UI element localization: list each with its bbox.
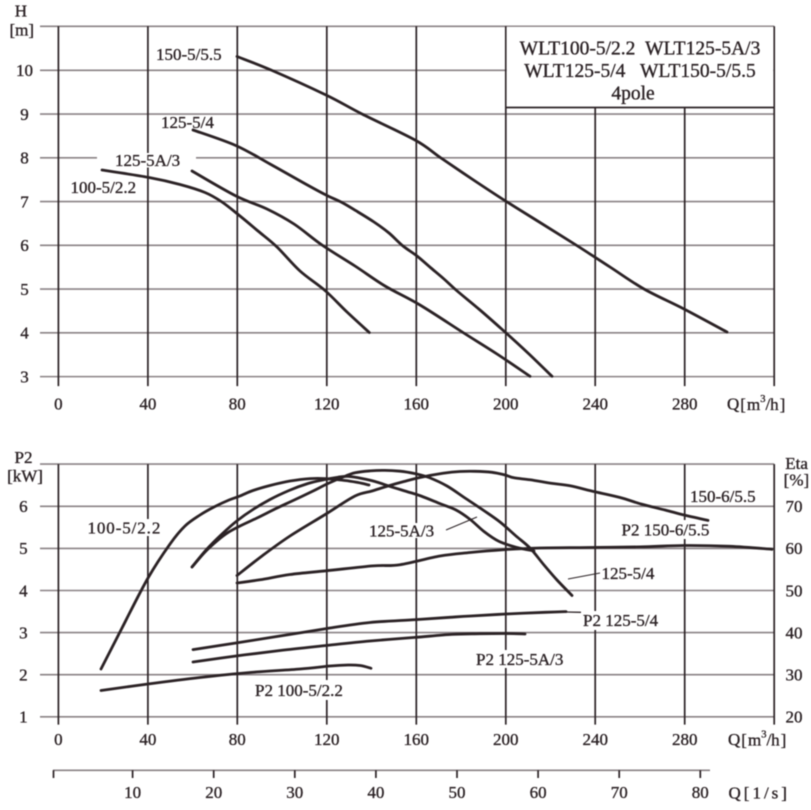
svg-text:125-5A/3: 125-5A/3 bbox=[115, 151, 180, 170]
svg-text:7: 7 bbox=[20, 192, 29, 211]
svg-text:P2 100-5/2.2: P2 100-5/2.2 bbox=[255, 681, 343, 700]
svg-text:280: 280 bbox=[672, 394, 698, 413]
svg-text:160: 160 bbox=[404, 394, 430, 413]
svg-text:6: 6 bbox=[19, 497, 28, 516]
svg-text:H: H bbox=[15, 2, 27, 21]
svg-text:100-5/2.2: 100-5/2.2 bbox=[71, 178, 137, 197]
svg-text:70: 70 bbox=[611, 783, 628, 802]
svg-text:P2 125-5/4: P2 125-5/4 bbox=[583, 611, 659, 630]
svg-text:40: 40 bbox=[139, 730, 156, 749]
svg-text:200: 200 bbox=[493, 730, 519, 749]
svg-text:125-5A/3: 125-5A/3 bbox=[369, 522, 434, 541]
svg-text:9: 9 bbox=[20, 105, 29, 124]
svg-text:70: 70 bbox=[786, 497, 803, 516]
svg-text:3: 3 bbox=[19, 623, 28, 642]
svg-text:4: 4 bbox=[19, 581, 28, 600]
svg-text:160: 160 bbox=[404, 730, 430, 749]
svg-text:WLT100-5/2.2 WLT125-5A/3: WLT100-5/2.2 WLT125-5A/3 bbox=[520, 39, 761, 60]
svg-text:WLT125-5/4 WLT150-5/5.5: WLT125-5/4 WLT150-5/5.5 bbox=[524, 61, 755, 82]
svg-text:60: 60 bbox=[530, 783, 547, 802]
svg-text:280: 280 bbox=[672, 730, 698, 749]
svg-text:120: 120 bbox=[314, 730, 340, 749]
svg-text:Q[m3/h]: Q[m3/h] bbox=[727, 393, 785, 413]
svg-text:240: 240 bbox=[582, 394, 608, 413]
svg-text:[%]: [%] bbox=[784, 470, 809, 489]
svg-text:40: 40 bbox=[367, 783, 384, 802]
svg-text:30: 30 bbox=[286, 783, 303, 802]
svg-text:[m]: [m] bbox=[10, 20, 35, 39]
svg-text:P2 150-6/5.5: P2 150-6/5.5 bbox=[622, 521, 710, 540]
svg-text:50: 50 bbox=[786, 581, 803, 600]
svg-text:150-6/5.5: 150-6/5.5 bbox=[690, 487, 756, 506]
svg-text:Q[m3/h]: Q[m3/h] bbox=[728, 729, 786, 749]
svg-text:[kW]: [kW] bbox=[7, 467, 43, 486]
svg-text:20: 20 bbox=[786, 708, 803, 727]
svg-text:40: 40 bbox=[139, 394, 156, 413]
svg-text:0: 0 bbox=[54, 394, 63, 413]
svg-text:150-5/5.5: 150-5/5.5 bbox=[156, 45, 222, 64]
svg-text:200: 200 bbox=[493, 394, 519, 413]
svg-text:Q[1/s]: Q[1/s] bbox=[729, 784, 790, 803]
svg-text:60: 60 bbox=[786, 539, 803, 558]
svg-text:100-5/2.2: 100-5/2.2 bbox=[88, 519, 162, 538]
svg-text:1: 1 bbox=[19, 708, 28, 727]
svg-text:80: 80 bbox=[229, 730, 246, 749]
svg-text:80: 80 bbox=[229, 394, 246, 413]
svg-text:50: 50 bbox=[449, 783, 466, 802]
svg-text:4pole: 4pole bbox=[611, 84, 654, 105]
svg-text:4: 4 bbox=[20, 324, 29, 343]
svg-text:240: 240 bbox=[582, 730, 608, 749]
svg-text:3: 3 bbox=[20, 367, 29, 386]
svg-text:5: 5 bbox=[19, 539, 28, 558]
svg-text:0: 0 bbox=[54, 730, 63, 749]
svg-text:8: 8 bbox=[20, 149, 29, 168]
svg-text:6: 6 bbox=[20, 236, 29, 255]
svg-text:125-5/4: 125-5/4 bbox=[602, 564, 655, 583]
svg-text:80: 80 bbox=[692, 783, 709, 802]
svg-text:40: 40 bbox=[786, 623, 803, 642]
svg-text:125-5/4: 125-5/4 bbox=[161, 113, 214, 132]
svg-text:P2 125-5A/3: P2 125-5A/3 bbox=[476, 650, 563, 669]
svg-text:30: 30 bbox=[786, 666, 803, 685]
svg-text:10: 10 bbox=[16, 61, 33, 80]
svg-text:20: 20 bbox=[205, 783, 222, 802]
svg-text:5: 5 bbox=[20, 280, 29, 299]
svg-text:120: 120 bbox=[314, 394, 340, 413]
svg-text:10: 10 bbox=[124, 783, 141, 802]
svg-text:P2: P2 bbox=[15, 448, 33, 467]
svg-text:2: 2 bbox=[19, 666, 28, 685]
